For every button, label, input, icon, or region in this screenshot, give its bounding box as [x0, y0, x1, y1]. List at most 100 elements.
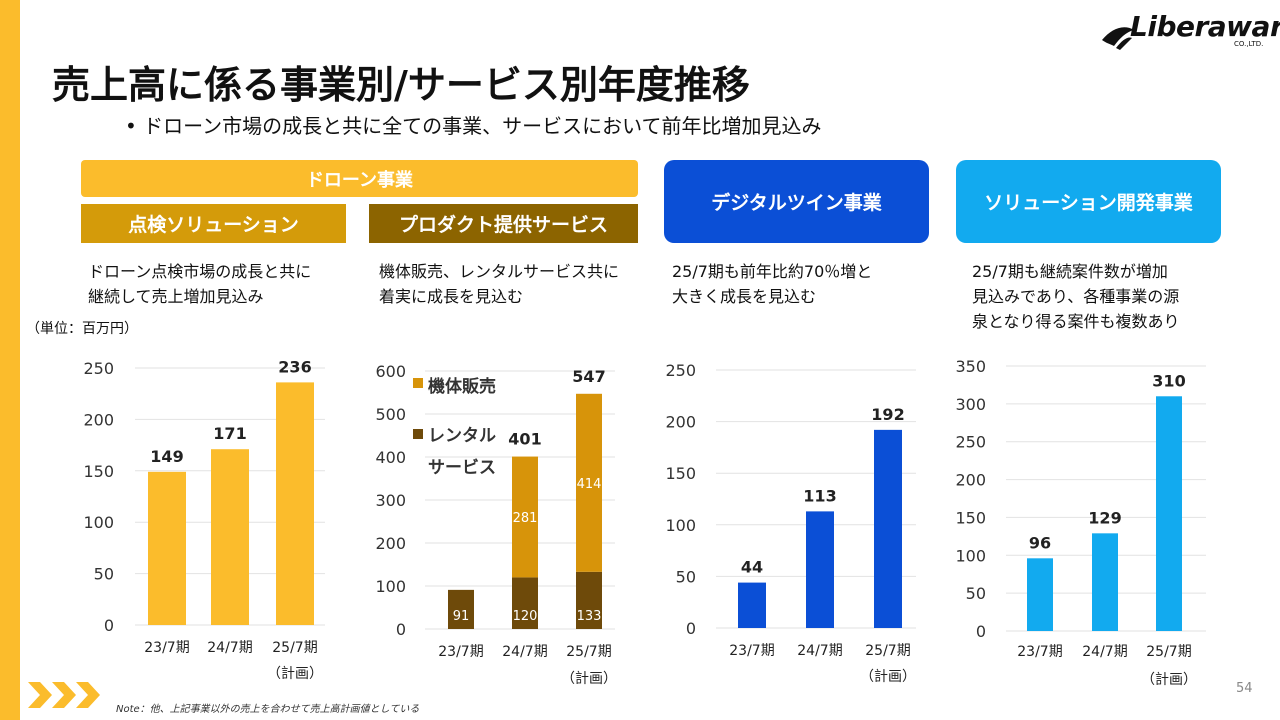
y-tick-label: 50 — [676, 567, 696, 586]
y-tick-label: 0 — [104, 616, 114, 635]
x-tick-label: 23/7期 — [1017, 644, 1062, 660]
x-tick-label: 25/7期 — [1146, 644, 1191, 660]
desc-line: 見込みであり、各種事業の源 — [972, 287, 1180, 306]
inspection-description: ドローン点検市場の成長と共に 継続して売上増加見込み — [88, 259, 311, 309]
x-tick-sublabel: （計画） — [561, 671, 617, 687]
desc-line: 25/7期も前年比約70％増と — [672, 262, 873, 281]
y-tick-label: 0 — [976, 622, 986, 641]
y-tick-label: 200 — [665, 413, 696, 432]
y-tick-label: 250 — [83, 359, 114, 378]
bar — [1027, 558, 1053, 631]
stacked-bar-segment — [576, 571, 602, 629]
x-tick-sublabel: （計画） — [267, 666, 323, 682]
x-tick-label: 24/7期 — [502, 644, 547, 660]
segment-data-label: 281 — [513, 511, 538, 526]
x-tick-label: 25/7期 — [865, 643, 910, 659]
y-tick-label: 250 — [665, 361, 696, 380]
y-tick-label: 300 — [375, 491, 406, 510]
bar — [148, 471, 186, 625]
unit-label: （単位：百万円） — [26, 321, 138, 337]
legend-swatch-rental — [413, 429, 423, 439]
bar — [874, 429, 902, 628]
product-description: 機体販売、レンタルサービス共に 着実に成長を見込む — [379, 259, 619, 309]
x-tick-label: 24/7期 — [207, 640, 252, 656]
digital-twin-header: デジタルツイン事業 — [664, 160, 929, 243]
solution-dev-header: ソリューション開発事業 — [956, 160, 1221, 243]
bar-data-label: 310 — [1152, 371, 1185, 390]
stacked-bar-segment — [512, 577, 538, 629]
x-tick-label: 25/7期 — [566, 644, 611, 660]
desc-line: 25/7期も継続案件数が増加 — [972, 262, 1168, 281]
product-service-header: プロダクト提供サービス — [369, 204, 638, 243]
chevron-arrows-icon — [28, 682, 100, 708]
bar — [738, 582, 766, 628]
y-tick-label: 500 — [375, 405, 406, 424]
y-tick-label: 250 — [955, 433, 986, 452]
desc-line: 継続して売上増加見込み — [88, 287, 264, 306]
digital-twin-description: 25/7期も前年比約70％増と 大きく成長を見込む — [672, 259, 872, 309]
bar — [211, 449, 249, 625]
bar — [1092, 533, 1118, 631]
y-tick-label: 200 — [955, 471, 986, 490]
x-tick-label: 24/7期 — [1082, 644, 1127, 660]
stacked-bar-segment — [512, 456, 538, 578]
desc-line: 機体販売、レンタルサービス共に — [379, 262, 620, 281]
desc-line: ドローン点検市場の成長と共に — [88, 262, 312, 281]
desc-line: 泉となり得る案件も複数あり — [972, 312, 1180, 331]
y-tick-label: 150 — [665, 464, 696, 483]
legend-swatch-kitai — [413, 378, 423, 388]
x-tick-label: 23/7期 — [144, 640, 189, 656]
page-subtitle: • ドローン市場の成長と共に全ての事業、サービスにおいて前年比増加見込み — [125, 114, 822, 138]
x-tick-label: 23/7期 — [729, 643, 774, 659]
x-tick-label: 24/7期 — [797, 643, 842, 659]
y-tick-label: 150 — [83, 462, 114, 481]
logo-subtext: CO.,LTD. — [1234, 40, 1264, 48]
page-title: 売上高に係る事業別/サービス別年度推移 — [52, 63, 750, 107]
y-tick-label: 200 — [83, 410, 114, 429]
liberaware-logo-icon — [1102, 27, 1134, 50]
y-tick-label: 600 — [375, 362, 406, 381]
y-tick-label: 400 — [375, 448, 406, 467]
legend-label: サービス — [428, 458, 496, 478]
bar — [806, 511, 834, 628]
bar-data-label: 171 — [213, 424, 246, 443]
y-tick-label: 50 — [94, 565, 114, 584]
desc-line: 着実に成長を見込む — [379, 287, 524, 306]
page-number: 54 — [1236, 681, 1253, 696]
total-data-label: 401 — [508, 430, 541, 449]
inspection-solution-header: 点検ソリューション — [81, 204, 346, 243]
y-tick-label: 100 — [83, 513, 114, 532]
segment-data-label: 133 — [577, 609, 602, 624]
bar-data-label: 96 — [1029, 533, 1051, 552]
total-data-label: 547 — [572, 367, 605, 386]
segment-data-label: 91 — [453, 609, 470, 624]
y-tick-label: 100 — [665, 516, 696, 535]
x-tick-label: 23/7期 — [438, 644, 483, 660]
y-tick-label: 0 — [686, 619, 696, 638]
drone-business-header: ドローン事業 — [81, 160, 638, 197]
segment-data-label: 414 — [577, 477, 602, 492]
bar-data-label: 192 — [871, 405, 904, 424]
logo-text: Liberaware — [1130, 10, 1280, 43]
x-tick-label: 25/7期 — [272, 640, 317, 656]
solution-dev-description: 25/7期も継続案件数が増加 見込みであり、各種事業の源 泉となり得る案件も複数… — [972, 259, 1180, 334]
left-accent-bar — [0, 0, 20, 720]
bar-data-label: 44 — [741, 558, 763, 577]
y-tick-label: 300 — [955, 395, 986, 414]
bar — [276, 382, 314, 625]
bar — [1156, 396, 1182, 631]
stacked-bar-segment — [448, 589, 474, 629]
bar-data-label: 236 — [278, 357, 311, 376]
y-tick-label: 50 — [966, 584, 986, 603]
y-tick-label: 350 — [955, 357, 986, 376]
x-tick-sublabel: （計画） — [1141, 672, 1197, 688]
y-tick-label: 200 — [375, 534, 406, 553]
footnote: Note：他、上記事業以外の売上を合わせて売上高計画値としている — [116, 704, 420, 715]
bar-data-label: 113 — [803, 486, 836, 505]
y-tick-label: 0 — [396, 620, 406, 639]
segment-data-label: 120 — [513, 609, 538, 624]
legend-label: レンタル — [428, 426, 496, 446]
legend-label: 機体販売 — [428, 376, 496, 397]
stacked-bar-segment — [576, 393, 602, 572]
